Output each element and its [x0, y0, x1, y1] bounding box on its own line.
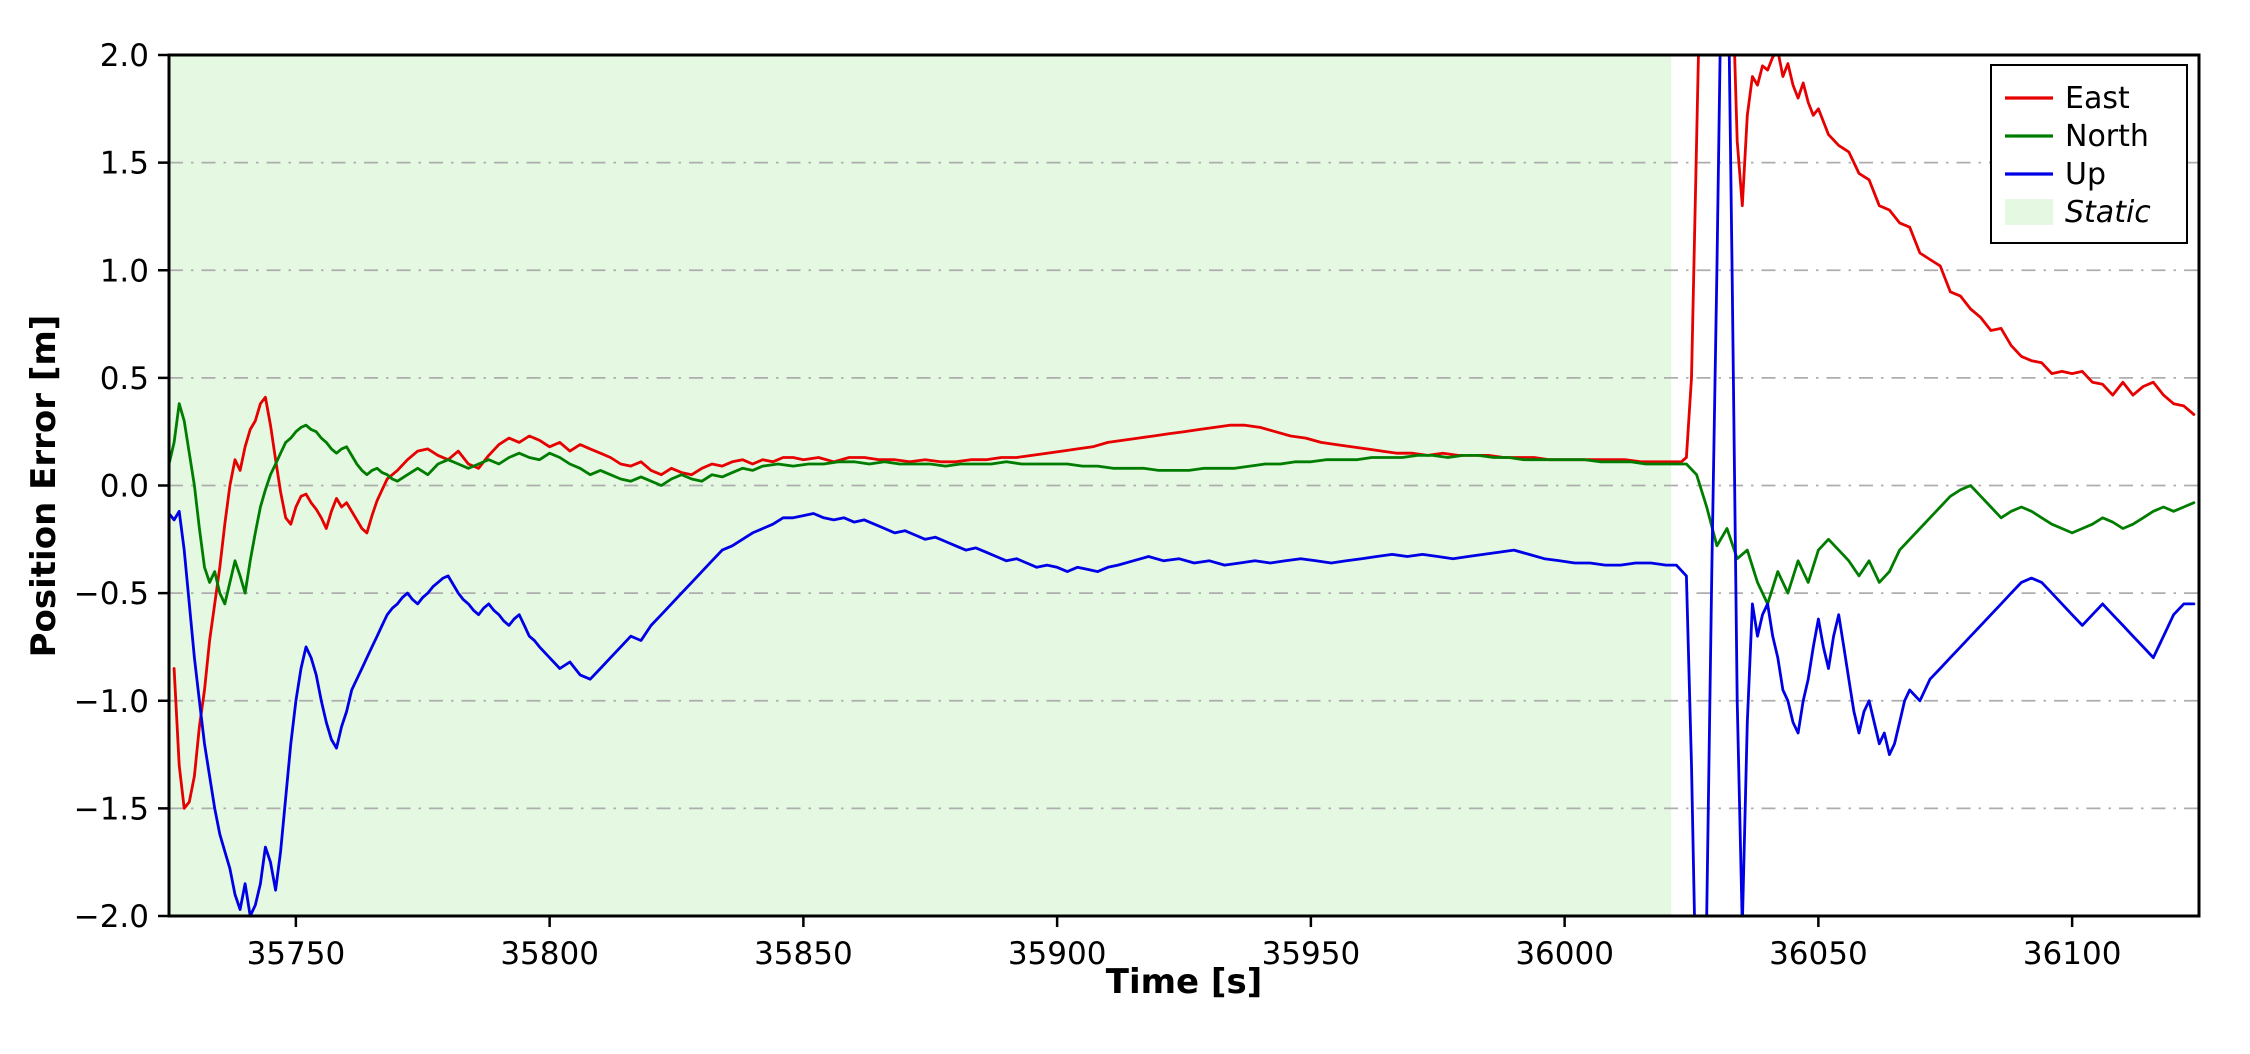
x-tick-label: 35750 [247, 936, 346, 972]
y-tick-label: 1.0 [100, 253, 149, 289]
legend-label-static: Static [2065, 195, 2151, 230]
legend-entry-east: East [2005, 81, 2130, 116]
legend-label-up: Up [2065, 157, 2106, 192]
legend-label-north: North [2065, 119, 2149, 154]
y-tick-label: 1.5 [100, 146, 149, 182]
legend-static-patch-sample [2005, 199, 2053, 225]
x-tick-label: 35900 [1008, 936, 1107, 972]
x-tick-label: 36100 [2023, 936, 2122, 972]
y-axis-label: Position Error [m] [24, 314, 64, 658]
legend-entry-up: Up [2005, 157, 2106, 192]
legend-label-east: East [2065, 81, 2130, 116]
y-tick-label: 2.0 [100, 38, 149, 74]
x-axis-label: Time [s] [1105, 962, 1263, 1002]
y-tick-label: 0.0 [100, 469, 149, 505]
x-tick-label: 35850 [754, 936, 853, 972]
x-tick-label: 35950 [1262, 936, 1361, 972]
x-tick-label: 36000 [1515, 936, 1614, 972]
legend-entry-static: Static [2005, 195, 2151, 230]
series-east-line [172, 55, 2196, 810]
y-tick-label: −0.5 [74, 576, 149, 612]
y-tick-label: −1.5 [74, 791, 149, 827]
series-north-line [169, 402, 2196, 606]
x-tick-label: 36050 [1769, 936, 1868, 972]
y-tick-label: −2.0 [74, 899, 149, 935]
legend-entry-north: North [2005, 119, 2149, 154]
series-up-line [169, 55, 2196, 916]
y-tick-label: −1.0 [74, 684, 149, 720]
x-tick-label: 35800 [500, 936, 599, 972]
y-tick-label: 0.5 [100, 361, 149, 397]
